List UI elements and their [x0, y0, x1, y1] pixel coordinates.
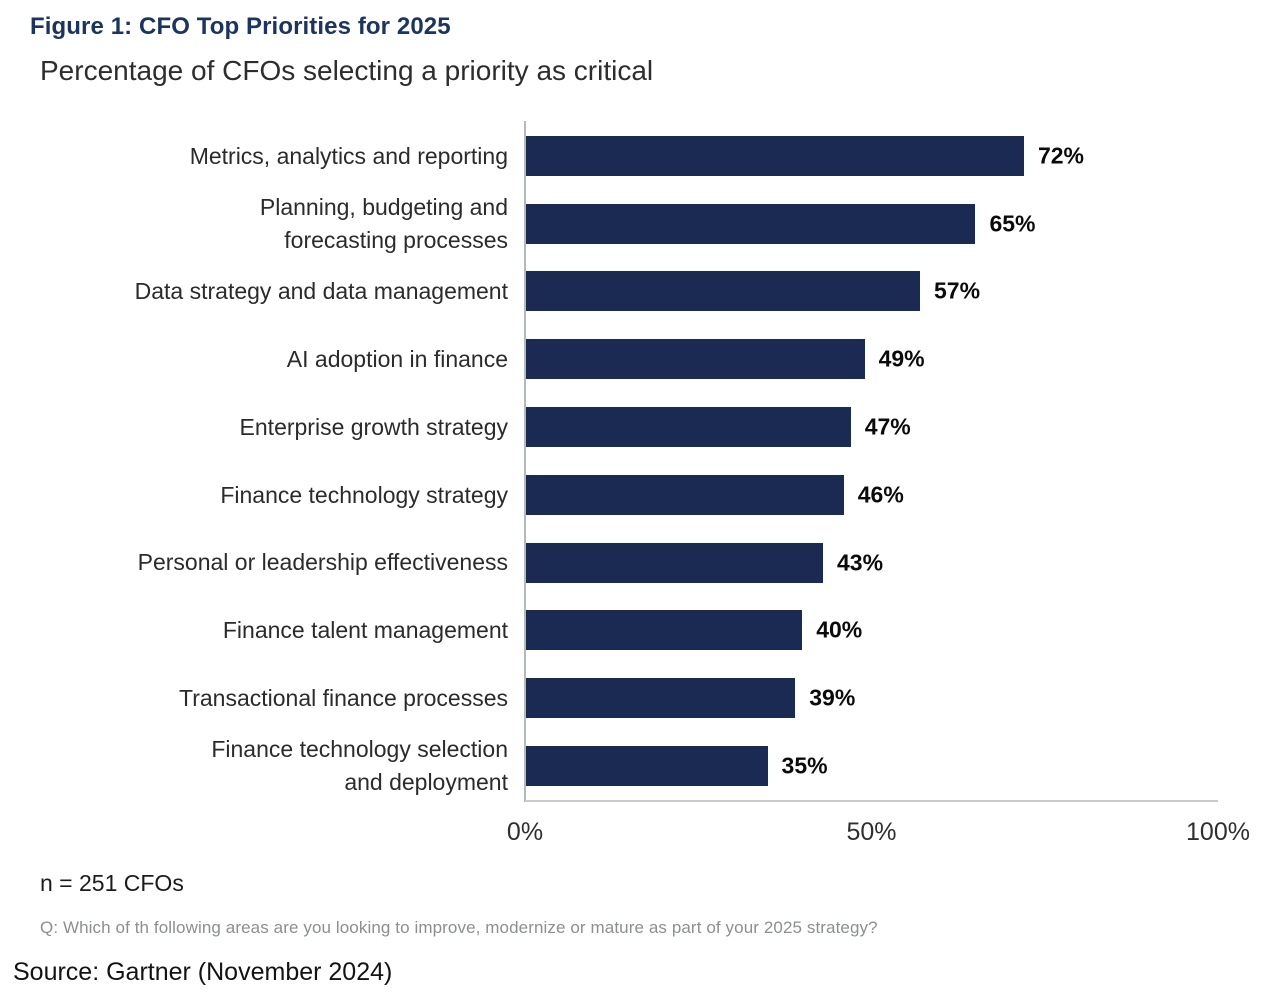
bar-track: 65%	[525, 190, 1218, 258]
value-label: 40%	[816, 616, 863, 643]
value-label: 65%	[989, 210, 1036, 237]
category-label: Planning, budgeting and forecasting proc…	[259, 194, 508, 253]
bar-row: Enterprise growth strategy 47%	[0, 393, 1218, 461]
bar-track: 39%	[525, 664, 1218, 732]
bar-row: Data strategy and data management 57%	[0, 258, 1218, 326]
bar	[525, 135, 1024, 176]
bar-track: 47%	[525, 393, 1218, 461]
value-label: 39%	[809, 684, 856, 711]
bar-row: Metrics, analytics and reporting 72%	[0, 122, 1218, 190]
x-tick-label: 50%	[846, 818, 897, 846]
figure-title: Figure 1: CFO Top Priorities for 2025	[30, 13, 451, 40]
x-axis-baseline	[525, 800, 1218, 802]
bar-chart: Metrics, analytics and reporting 72% Plann…	[0, 122, 1218, 800]
bar	[525, 746, 768, 787]
x-axis-ticks: 0% 50% 100%	[507, 818, 1250, 848]
bar-track: 46%	[525, 461, 1218, 529]
bar	[525, 271, 920, 312]
value-label: 46%	[857, 481, 904, 508]
value-label: 72%	[1037, 142, 1084, 169]
source-note: Source: Gartner (November 2024)	[13, 958, 393, 986]
category-label: Personal or leadership effectiveness	[137, 549, 508, 576]
bar-track: 49%	[525, 325, 1218, 393]
bar	[525, 203, 976, 244]
bar	[525, 542, 823, 583]
chart-subtitle: Percentage of CFOs selecting a priority …	[40, 55, 654, 86]
value-label: 57%	[934, 277, 981, 304]
category-label: Finance technology strategy	[220, 481, 508, 508]
bar-track: 35%	[525, 732, 1218, 800]
x-tick-label: 0%	[506, 818, 544, 846]
category-label: Metrics, analytics and reporting	[189, 142, 508, 169]
category-label: Enterprise growth strategy	[239, 413, 508, 440]
category-label: Data strategy and data management	[134, 278, 508, 305]
bar-row: Finance technology strategy 46%	[0, 461, 1218, 529]
bar	[525, 407, 851, 448]
bar-track: 72%	[525, 122, 1218, 190]
category-label: Finance talent management	[222, 617, 508, 644]
value-label: 49%	[878, 345, 925, 372]
category-label: AI adoption in finance	[286, 345, 508, 372]
y-axis-line	[524, 121, 526, 802]
bar-row: Planning, budgeting and forecasting proc…	[0, 190, 1218, 258]
bar	[525, 610, 803, 651]
x-tick-label: 100%	[1186, 818, 1250, 846]
bar-track: 43%	[525, 529, 1218, 597]
bar-row: Personal or leadership effectiveness 43%	[0, 529, 1218, 597]
survey-question-note: Q: Which of th following areas are you l…	[40, 918, 878, 937]
category-label: Transactional finance processes	[179, 684, 508, 711]
bar-row: Transactional finance processes 39%	[0, 664, 1218, 732]
bar-row: AI adoption in finance 49%	[0, 325, 1218, 393]
bar	[525, 678, 796, 719]
value-label: 47%	[864, 413, 911, 440]
bar	[525, 474, 844, 515]
bar	[525, 339, 865, 380]
sample-size-note: n = 251 CFOs	[40, 870, 184, 896]
bar-track: 40%	[525, 597, 1218, 665]
bar-track: 57%	[525, 258, 1218, 326]
value-label: 35%	[781, 752, 828, 779]
value-label: 43%	[836, 549, 884, 576]
category-label: Finance technology selection and deploym…	[211, 736, 508, 796]
bar-row: Finance talent management 40%	[0, 597, 1218, 665]
bar-row: Finance technology selection and deploym…	[0, 732, 1218, 800]
